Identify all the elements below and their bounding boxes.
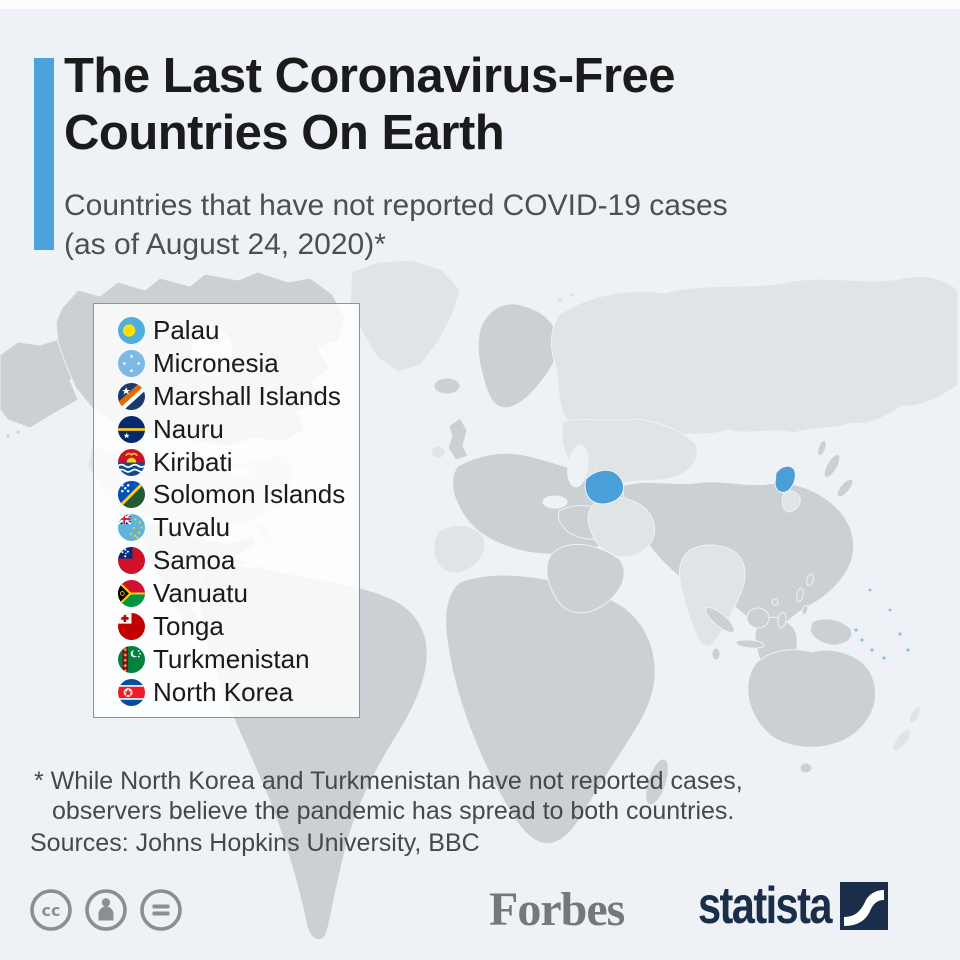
legend-box: Palau Micronesia: [93, 303, 360, 718]
legend-row-kiribati: Kiribati: [118, 446, 359, 479]
forbes-logo: Forbes: [489, 883, 625, 936]
nauru-flag-icon: [118, 415, 145, 443]
map-japan: [817, 439, 827, 457]
tuvalu-flag-icon: [118, 514, 145, 542]
statista-logo: statista: [698, 876, 889, 936]
map-country-turkmenistan: [584, 469, 625, 505]
legend-label: Turkmenistan: [153, 643, 310, 674]
map-japan: [823, 453, 841, 479]
micronesia-flag-icon: [118, 349, 145, 377]
map-black-sea: [542, 495, 568, 509]
legend-row-turkmenistan: Turkmenistan: [118, 643, 359, 676]
legend-label: Micronesia: [153, 347, 279, 378]
map-sumatra: [705, 607, 735, 633]
map-australia: [747, 649, 877, 748]
map-new-zealand: [892, 728, 912, 752]
legend-label: Tuvalu: [153, 512, 231, 543]
page-subtitle-line1: Countries that have not reported COVID-1…: [64, 189, 728, 222]
svg-text:cc: cc: [42, 901, 61, 920]
legend-row-samoa: Samoa: [118, 544, 359, 577]
map-sulawesi: [777, 611, 787, 629]
map-iberia: [433, 524, 486, 574]
map-ireland: [430, 445, 446, 459]
map-java: [735, 639, 765, 649]
map-iceland: [433, 377, 461, 395]
legend-row-north-korea: North Korea: [118, 676, 359, 709]
map-svalbard: [556, 296, 564, 304]
legend-row-tuvalu: Tuvalu: [118, 511, 359, 544]
map-philippines: [801, 604, 809, 616]
map-arabia: [546, 543, 625, 614]
map-philippines: [796, 587, 804, 603]
statista-logo-text: statista: [698, 877, 832, 935]
legend-row-solomon-islands: Solomon Islands: [118, 478, 359, 511]
map-russia: [550, 276, 959, 439]
palau-flag-icon: [118, 316, 145, 344]
map-tasmania: [799, 762, 813, 774]
legend-label: Samoa: [153, 545, 236, 576]
map-pacific-island-dots: [854, 588, 910, 660]
map-india: [679, 544, 746, 647]
map-sri-lanka: [711, 647, 721, 661]
footnote: * While North Korea and Turkmenistan hav…: [34, 766, 914, 826]
tonga-flag-icon: [118, 612, 145, 640]
kiribati-flag-icon: [118, 448, 145, 476]
footnote-line2: observers believe the pandemic has sprea…: [52, 797, 735, 825]
map-scandinavia: [477, 303, 559, 409]
map-aleutians: [15, 429, 21, 435]
map-country-north-korea: [774, 465, 796, 493]
legend-label: Tonga: [153, 610, 224, 641]
legend-row-vanuatu: Vanuatu: [118, 577, 359, 610]
legend-row-marshall-islands: Marshall Islands: [118, 380, 359, 413]
legend-label: Palau: [153, 314, 220, 345]
map-svalbard: [569, 292, 575, 298]
map-middle-east-iran: [587, 496, 656, 558]
page-title: The Last Coronavirus-Free Countries On E…: [64, 48, 924, 162]
map-aleutians: [5, 433, 11, 439]
samoa-flag-icon: [118, 547, 145, 575]
legend-row-nauru: Nauru: [118, 413, 359, 446]
north-korea-flag-icon: [118, 678, 145, 706]
map-greenland: [349, 260, 461, 373]
legend-label: North Korea: [153, 676, 294, 707]
map-new-guinea: [809, 618, 853, 646]
page-title-line1: The Last Coronavirus-Free: [64, 49, 676, 103]
turkmenistan-flag-icon: [118, 645, 145, 673]
legend-label: Marshall Islands: [153, 380, 341, 411]
legend-row-palau: Palau: [118, 314, 359, 347]
footnote-line1: * While North Korea and Turkmenistan hav…: [34, 767, 743, 795]
legend-label: Nauru: [153, 413, 224, 444]
map-south-korea: [781, 490, 801, 513]
sources-line: Sources: Johns Hopkins University, BBC: [30, 829, 480, 857]
cc-license-icons: cc: [27, 886, 185, 934]
map-borneo: [746, 607, 770, 629]
page-subtitle: Countries that have not reported COVID-1…: [64, 186, 924, 264]
page-title-line2: Countries On Earth: [64, 106, 505, 160]
solomon-islands-flag-icon: [118, 481, 145, 509]
map-madagascar: [645, 758, 669, 806]
map-uk: [447, 417, 469, 461]
legend-label: Kiribati: [153, 446, 233, 477]
legend-row-micronesia: Micronesia: [118, 347, 359, 380]
legend-label: Solomon Islands: [153, 479, 346, 510]
map-taiwan: [806, 573, 814, 587]
statista-mark-icon: [840, 882, 889, 930]
cc-icon: cc: [30, 889, 72, 931]
map-new-zealand: [908, 706, 922, 724]
marshall-islands-flag-icon: [118, 382, 145, 410]
legend-row-tonga: Tonga: [118, 610, 359, 643]
vanuatu-flag-icon: [118, 580, 145, 608]
map-japan: [836, 478, 854, 498]
map-caspian-sea: [567, 444, 589, 488]
top-white-strip: [0, 0, 960, 9]
page-subtitle-line2: (as of August 24, 2020)*: [64, 228, 386, 261]
accent-bar: [34, 58, 54, 250]
map-hainan: [771, 598, 779, 606]
no-derivatives-icon: [140, 889, 182, 931]
legend-label: Vanuatu: [153, 578, 248, 609]
attribution-icon: [85, 889, 127, 931]
